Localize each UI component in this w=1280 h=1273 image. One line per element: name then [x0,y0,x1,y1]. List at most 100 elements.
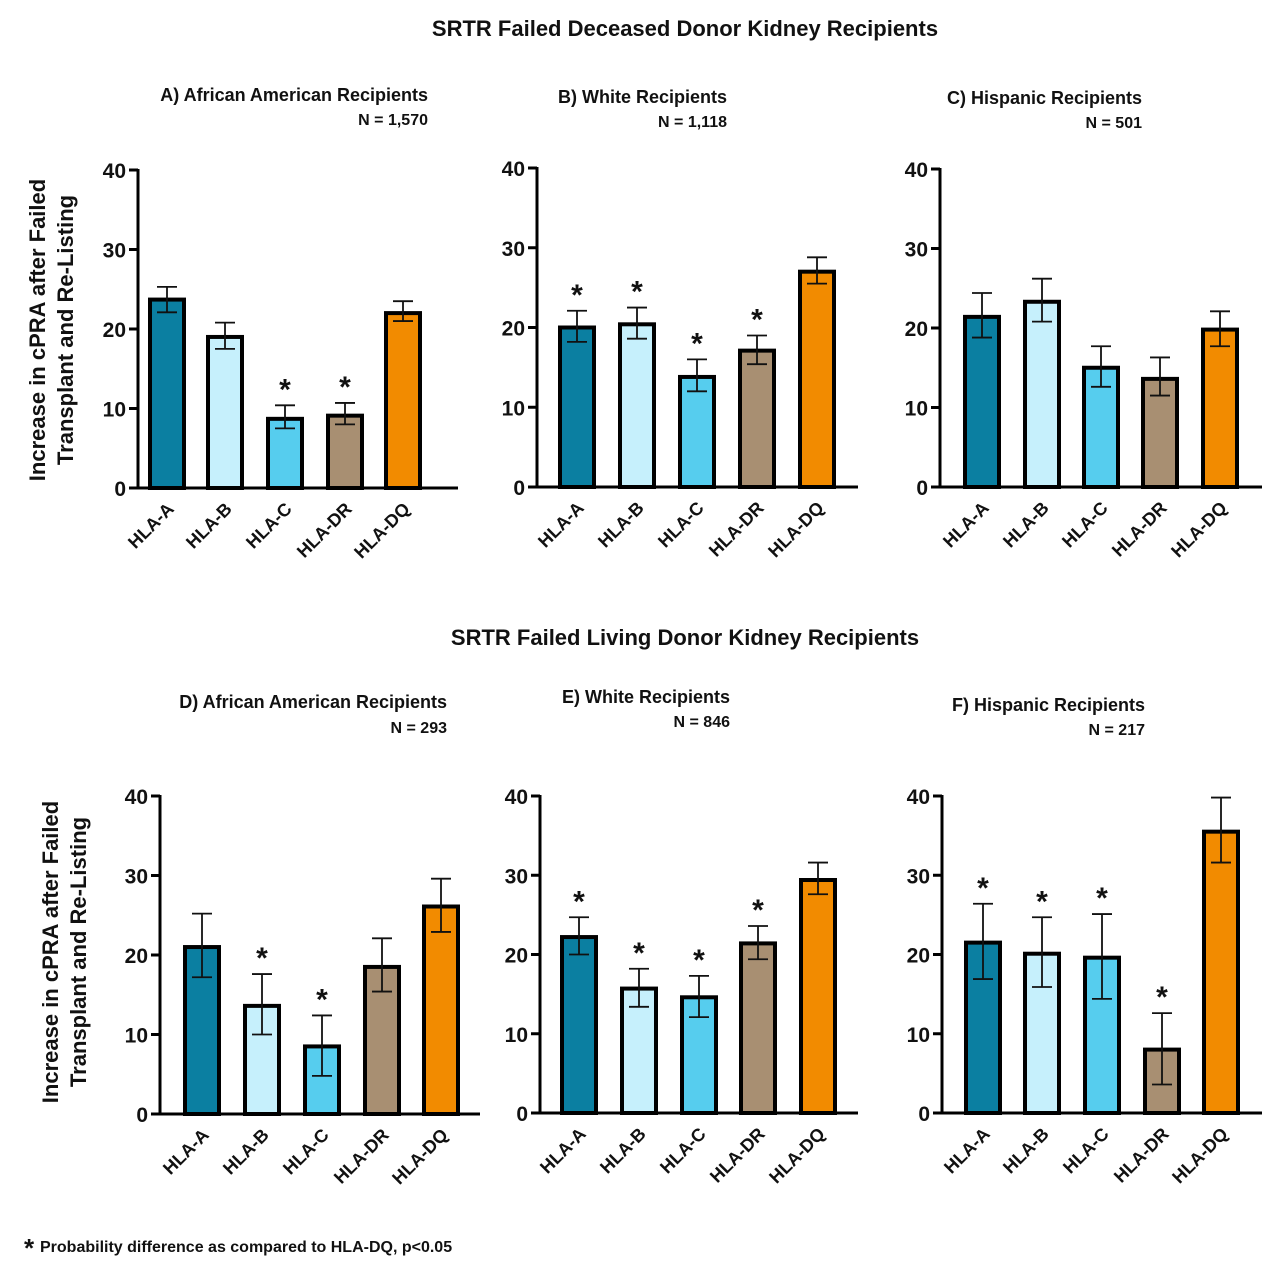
x-tick-label: HLA-C [242,499,296,553]
x-tick-label: HLA-DR [1108,498,1171,561]
panel-f: F) Hispanic Recipients N = 217 * HLA-A * HLA-… [907,695,1262,1187]
bar-hla-dq [799,878,837,1115]
x-tick-label: HLA-A [536,1124,590,1178]
x-tick-label: HLA-B [219,1125,273,1179]
y-tick-label: 20 [125,945,148,968]
ylabel-top: Increase in cPRA after Failed Transplant… [25,179,78,481]
bar-hla-dq [384,311,422,490]
section-title-deceased: SRTR Failed Deceased Donor Kidney Recipi… [432,16,938,41]
significance-star: * [573,885,585,918]
ylabel-top-line2: Transplant and Re-Listing [53,195,78,465]
footnote: * Probability difference as compared to … [24,1233,452,1263]
bar-hla-a [560,935,598,1115]
error-bar-hla-dr [372,937,392,993]
bar-hla-a [148,297,186,490]
x-tick-label: HLA-C [279,1125,333,1179]
error-bar-hla-a [192,912,212,979]
significance-star: * [279,373,291,406]
x-tick-label: HLA-DQ [1168,1124,1232,1188]
x-tick-label: HLA-A [939,498,993,552]
y-tick-label: 20 [103,319,126,342]
x-tick-label: HLA-B [999,498,1053,552]
bar-hla-b [206,334,244,491]
error-bar-hla-dq [808,861,828,896]
significance-star: * [571,279,583,312]
bar-hla-dr [738,348,776,489]
panel-title: F) Hispanic Recipients [952,695,1145,715]
x-tick-label: HLA-A [124,499,178,553]
x-tick-label: HLA-A [940,1124,994,1178]
bar-hla-b [1023,299,1061,490]
x-tick-label: HLA-C [656,1124,710,1178]
y-tick-label: 30 [103,240,126,263]
error-bar-hla-dq [1210,310,1230,348]
bar-hla-dr [739,941,777,1116]
error-bar-hla-dq [431,877,451,933]
error-bar-hla-a [569,916,589,956]
error-bar-hla-b [252,973,272,1036]
bar-hla-a [963,314,1001,489]
sample-size-label: N = 1,118 [658,114,727,131]
y-tick-label: 20 [907,945,930,968]
error-bar-hla-a [972,292,992,339]
x-tick-label: HLA-DR [293,499,356,562]
y-tick-label: 40 [125,786,148,809]
x-tick-label: HLA-DR [705,498,768,561]
y-tick-label: 10 [103,399,126,422]
error-bar-hla-c [1091,345,1111,388]
y-tick-label: 40 [505,786,528,809]
x-tick-label: HLA-C [1058,498,1112,552]
x-tick-label: HLA-B [596,1124,650,1178]
y-tick-label: 40 [502,158,525,181]
significance-star: * [751,303,763,336]
significance-star: * [631,276,643,309]
x-tick-label: HLA-DQ [350,499,414,563]
x-tick-label: HLA-DR [706,1124,769,1187]
panel-a: A) African American Recipients N = 1,570 H… [103,85,458,562]
y-tick-label: 30 [907,865,930,888]
sample-size-label: N = 293 [391,720,448,737]
section-title-living: SRTR Failed Living Donor Kidney Recipien… [451,625,919,650]
error-bar-hla-a [973,902,993,980]
x-tick-label: HLA-C [654,498,708,552]
bar-hla-c [678,374,716,490]
bar-hla-b [1023,951,1061,1116]
y-tick-label: 30 [505,865,528,888]
bar-hla-b [618,322,656,489]
y-tick-label: 10 [502,397,525,420]
panel-title: D) African American Recipients [179,692,447,712]
bar-hla-dr [326,413,364,490]
error-bar-hla-a [157,285,177,314]
x-tick-label: HLA-B [594,498,648,552]
x-tick-label: HLA-B [182,499,236,553]
x-tick-label: HLA-DR [330,1125,393,1188]
panel-title: B) White Recipients [558,87,727,107]
error-bar-hla-a [567,309,587,343]
y-tick-label: 40 [905,159,928,182]
error-bar-hla-b [1032,277,1052,323]
error-bar-hla-b [1032,916,1052,988]
x-tick-label: HLA-B [999,1124,1053,1178]
y-tick-label: 10 [905,398,928,421]
y-tick-label: 40 [907,786,930,809]
error-bar-hla-dr [335,402,355,426]
sample-size-label: N = 217 [1089,722,1146,739]
error-bar-hla-dr [747,334,767,366]
y-tick-label: 0 [516,1103,528,1126]
y-tick-label: 0 [918,1103,930,1126]
significance-star: * [1156,981,1168,1014]
panel-title: A) African American Recipients [160,85,428,105]
panel-e: E) White Recipients N = 846 * HLA-A * HLA-B * H… [505,687,858,1187]
bar-hla-a [558,325,596,489]
panel-title: E) White Recipients [562,687,730,707]
x-tick-label: HLA-DQ [1167,498,1231,562]
y-tick-label: 20 [505,945,528,968]
x-tick-label: HLA-A [534,498,588,552]
y-tick-label: 0 [114,478,126,501]
significance-star: * [256,942,268,975]
y-tick-label: 30 [125,866,148,889]
bar-hla-dq [1202,829,1240,1115]
error-bar-hla-dq [393,300,413,322]
error-bar-hla-b [627,306,647,340]
